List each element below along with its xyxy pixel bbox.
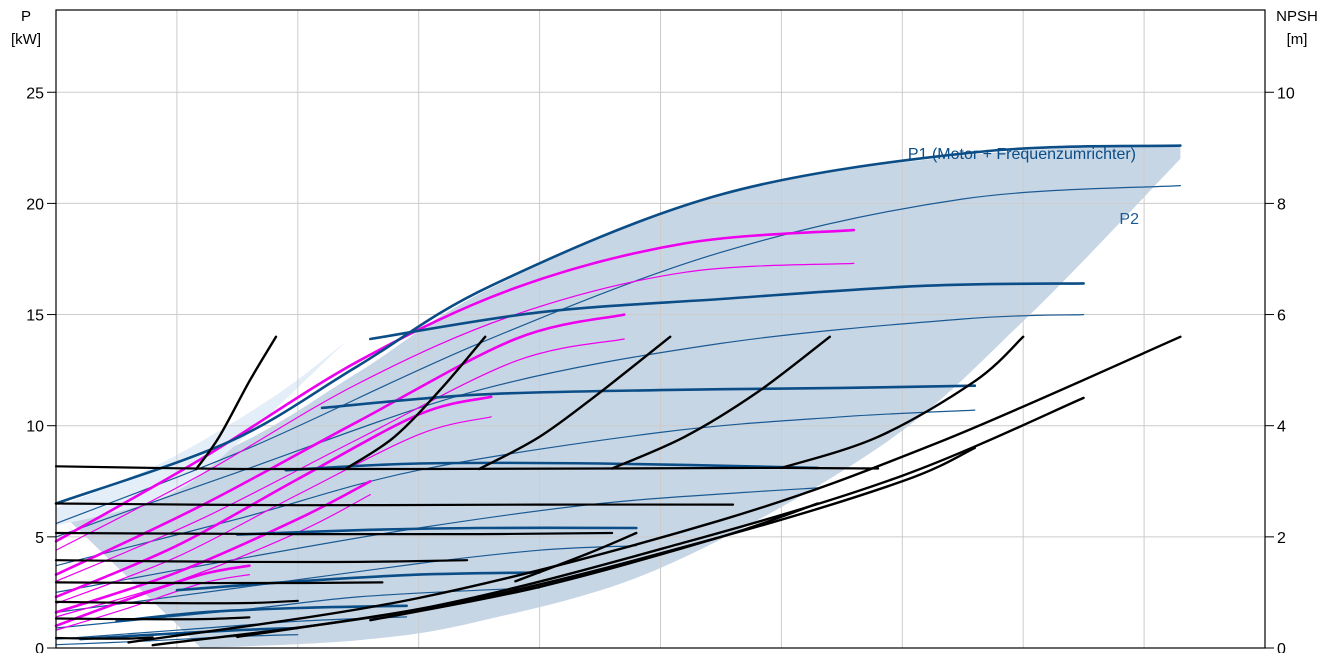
p1-power-curve xyxy=(369,282,1085,341)
magenta-power-curve-thin xyxy=(55,574,250,631)
magenta-power-curve xyxy=(54,564,251,628)
npsh-curve-rising xyxy=(780,335,1025,470)
left-axis-tick-label: 10 xyxy=(26,419,44,436)
p1-power-curve xyxy=(115,604,408,623)
right-axis-tick-label: 4 xyxy=(1277,419,1286,436)
npsh-curve-rising xyxy=(345,335,487,470)
npsh-curve-rising xyxy=(369,502,819,622)
magenta-power-curve xyxy=(54,228,856,543)
npsh-curve-flat xyxy=(54,559,469,564)
magenta-power-curve-thin xyxy=(55,416,492,605)
left-axis-tick-label: 25 xyxy=(26,85,44,102)
npsh-curve-flat xyxy=(54,616,251,621)
plot-frame xyxy=(55,9,1266,649)
npsh-curve-rising xyxy=(610,335,831,470)
right-axis-tick-label: 6 xyxy=(1277,308,1286,325)
magenta-power-curve xyxy=(54,480,372,614)
right-axis-label: NPSH xyxy=(1276,8,1318,25)
p2-series-label: P2 xyxy=(1119,211,1139,228)
p2-power-curve xyxy=(55,634,299,646)
npsh-curve-rising xyxy=(195,335,278,471)
p2-power-curve xyxy=(55,545,637,613)
p1-power-curve xyxy=(236,526,638,536)
operating-envelope-area xyxy=(56,145,1181,648)
left-axis-unit: [kW] xyxy=(11,31,41,48)
p2-power-curve xyxy=(55,314,1085,538)
p2-power-curve xyxy=(55,487,819,593)
npsh-curve-flat xyxy=(54,599,299,605)
right-axis-tick-label: 10 xyxy=(1277,85,1295,102)
left-axis-tick-label: 20 xyxy=(26,196,44,213)
npsh-curve-flat xyxy=(54,502,735,507)
npsh-curve-rising xyxy=(514,531,638,583)
right-axis-tick-label: 8 xyxy=(1277,196,1286,213)
p2-power-curve xyxy=(55,185,1181,525)
p1-power-curve xyxy=(320,384,977,410)
left-axis-tick-label: 15 xyxy=(26,308,44,325)
npsh-curve-rising xyxy=(127,335,1182,644)
npsh-curve-flat xyxy=(54,581,384,585)
left-axis-label: P xyxy=(21,8,31,25)
magenta-power-curve xyxy=(54,313,626,576)
p1-series-label: P1 (Motor + Frequenzumrichter) xyxy=(908,146,1136,163)
magenta-power-curve-thin xyxy=(55,338,625,582)
p1-power-curve xyxy=(175,571,541,592)
p1-power-curve xyxy=(54,144,1182,505)
left-axis-tick-label: 5 xyxy=(35,530,44,547)
right-axis-tick-label: 0 xyxy=(1277,641,1286,653)
curves xyxy=(54,144,1182,647)
npsh-curve-flat xyxy=(54,531,614,536)
right-axis-unit: [m] xyxy=(1287,31,1308,48)
magenta-power-curve xyxy=(54,395,493,599)
npsh-curve-rising xyxy=(477,335,672,471)
axes: P [kW] NPSH [m] 0 5 10 15 20 25 0 2 4 6 8 10 xyxy=(11,8,1318,653)
right-axis-tick-label: 2 xyxy=(1277,530,1286,547)
magenta-power-curve-thin xyxy=(55,262,855,551)
npsh-curve-flat xyxy=(54,636,154,640)
left-axis-tick-label: 0 xyxy=(35,641,44,653)
